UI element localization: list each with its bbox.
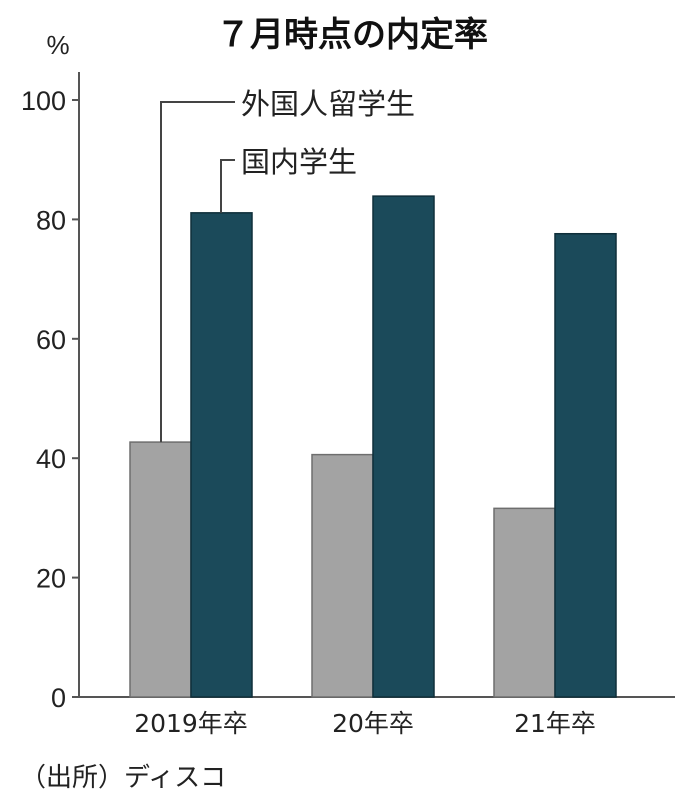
bar-domestic-1 xyxy=(372,195,435,698)
y-tick-label: 20 xyxy=(36,564,66,594)
bar-domestic-0 xyxy=(190,212,253,698)
y-tick-label: 40 xyxy=(36,444,66,474)
legend-label-foreign-students: 外国人留学生 xyxy=(241,87,415,121)
category-labels: 2019年卒 20年卒 21年卒 xyxy=(134,709,596,738)
legend-label-domestic-students: 国内学生 xyxy=(241,145,357,179)
legend-leader-foreign xyxy=(160,101,235,443)
category-label: 20年卒 xyxy=(332,709,414,738)
y-tick-label: 80 xyxy=(36,205,66,235)
category-label: 21年卒 xyxy=(514,709,596,738)
source-note: （出所）ディスコ xyxy=(20,763,226,793)
y-tick-label: 60 xyxy=(36,325,66,355)
bar-domestic-2 xyxy=(554,232,617,698)
category-label: 2019年卒 xyxy=(134,709,248,738)
legend-leader-domestic xyxy=(220,159,235,213)
bar-foreign-2 xyxy=(493,507,556,698)
y-tick-label: 100 xyxy=(21,86,66,116)
bars-group xyxy=(129,195,617,698)
bar-foreign-1 xyxy=(311,453,374,698)
y-axis-ticks: 0 20 40 60 80 100 xyxy=(21,86,79,713)
bar-foreign-0 xyxy=(129,441,192,698)
y-tick-label: 0 xyxy=(51,683,66,713)
chart-title: ７月時点の内定率 xyxy=(216,15,488,55)
y-axis-unit: % xyxy=(46,30,69,60)
